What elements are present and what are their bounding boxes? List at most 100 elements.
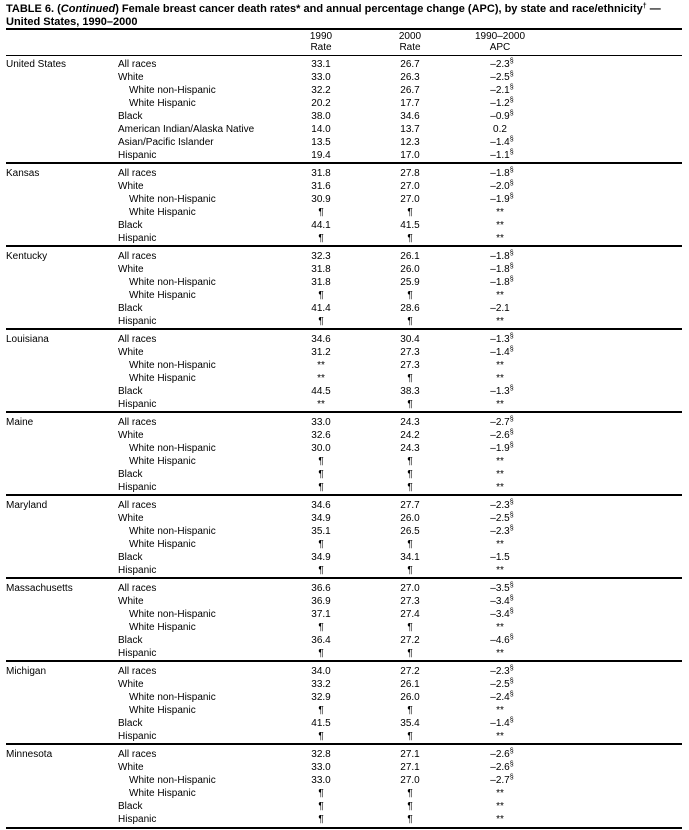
race-label: White Hispanic — [129, 456, 196, 467]
race-label: Hispanic — [118, 482, 157, 493]
apc-value: –2.6 § — [490, 429, 514, 441]
apc-value: –2.5 § — [490, 71, 514, 83]
apc-cell: –2.4 § — [458, 691, 542, 704]
rate-2000: ¶ — [407, 565, 413, 576]
rate-1990: 14.0 — [311, 124, 331, 135]
apc-footnote: § — [509, 717, 514, 724]
rate-1990: 36.9 — [311, 596, 331, 607]
apc-value: ** — [496, 731, 504, 742]
race-label: White non-Hispanic — [129, 360, 216, 371]
rate-1990: ¶ — [318, 565, 324, 576]
race-label: White — [118, 762, 144, 773]
rate-1990: 33.2 — [311, 679, 331, 690]
apc-cell: 0.2 — [458, 123, 542, 136]
rate-1990: 31.8 — [311, 168, 331, 179]
rate-2000: 24.2 — [400, 430, 420, 441]
apc-value: –2.3 § — [490, 665, 514, 677]
rate-1990: ¶ — [318, 788, 324, 799]
apc-footnote: § — [509, 193, 514, 200]
rate-2000: 17.0 — [400, 150, 420, 161]
race-label: White non-Hispanic — [129, 85, 216, 96]
race-label: Hispanic — [118, 399, 157, 410]
rate-1990: 34.6 — [311, 500, 331, 511]
rate-1990: 34.0 — [311, 666, 331, 677]
apc-value: ** — [496, 233, 504, 244]
rate-2000: ¶ — [407, 233, 413, 244]
apc-value: –1.1 § — [490, 149, 514, 161]
rate-2000: ¶ — [407, 456, 413, 467]
apc-value: –1.4 § — [490, 136, 514, 148]
rate-2000: ¶ — [407, 801, 413, 812]
apc-footnote: § — [509, 136, 514, 143]
apc-value: ** — [496, 456, 504, 467]
apc-footnote: § — [509, 678, 514, 685]
rate-1990: ¶ — [318, 233, 324, 244]
race-label: White non-Hispanic — [129, 609, 216, 620]
rate-2000: 12.3 — [400, 137, 420, 148]
rate-1990: ¶ — [318, 482, 324, 493]
apc-value: –1.9 § — [490, 193, 514, 205]
race-label: White Hispanic — [129, 539, 196, 550]
rate-2000: 26.1 — [400, 251, 420, 262]
rate-2000: 34.1 — [400, 552, 420, 563]
rate-2000: 30.4 — [400, 334, 420, 345]
rate-2000: 24.3 — [400, 443, 420, 454]
apc-footnote: § — [509, 416, 514, 423]
apc-cell: –2.3 § — [458, 58, 542, 71]
apc-cell: ** — [458, 372, 542, 385]
rate-1990: 19.4 — [311, 150, 331, 161]
apc-footnote: § — [509, 512, 514, 519]
apc-cell: –1.4 § — [458, 717, 542, 730]
rate-1990: 38.0 — [311, 111, 331, 122]
race-label: White — [118, 347, 144, 358]
rate-2000: 13.7 — [400, 124, 420, 135]
apc-value: ** — [496, 316, 504, 327]
race-label: All races — [118, 666, 157, 677]
apc-cell: ** — [458, 289, 542, 302]
apc-cell: ** — [458, 232, 542, 245]
apc-value: –2.0 § — [490, 180, 514, 192]
apc-cell: –2.6 § — [458, 761, 542, 774]
rate-2000: ¶ — [407, 731, 413, 742]
rate-2000: ¶ — [407, 399, 413, 410]
apc-cell: ** — [458, 206, 542, 219]
rate-1990: ¶ — [318, 456, 324, 467]
apc-value: –1.5 — [490, 552, 510, 563]
apc-cell: –2.5 § — [458, 512, 542, 525]
column-header: 1990 — [309, 31, 333, 42]
race-label: White Hispanic — [129, 788, 196, 799]
rate-1990: 32.2 — [311, 85, 331, 96]
race-label: White non-Hispanic — [129, 194, 216, 205]
rate-2000: ¶ — [407, 788, 413, 799]
apc-value: ** — [496, 207, 504, 218]
rate-2000: ¶ — [407, 207, 413, 218]
race-label: All races — [118, 59, 157, 70]
apc-cell: ** — [458, 219, 542, 232]
race-label: White — [118, 513, 144, 524]
race-label: White Hispanic — [129, 705, 196, 716]
apc-value: ** — [496, 360, 504, 371]
column-header: Rate — [310, 42, 332, 53]
rate-1990: ¶ — [318, 814, 324, 825]
race-label: White — [118, 72, 144, 83]
rate-1990: 31.6 — [311, 181, 331, 192]
race-label: Black — [118, 220, 143, 231]
apc-value: ** — [496, 648, 504, 659]
apc-cell: –1.2 § — [458, 97, 542, 110]
rate-1990: ¶ — [318, 648, 324, 659]
apc-value: –4.6 § — [490, 634, 514, 646]
rate-1990: ** — [317, 360, 325, 371]
rate-2000: 27.1 — [400, 762, 420, 773]
race-label: American Indian/Alaska Native — [118, 124, 255, 135]
apc-cell: –0.9 § — [458, 110, 542, 123]
race-label: White Hispanic — [129, 207, 196, 218]
rate-1990: ¶ — [318, 207, 324, 218]
apc-cell: –1.8 § — [458, 167, 542, 180]
race-label: Black — [118, 303, 143, 314]
rate-1990: 13.5 — [311, 137, 331, 148]
rate-2000: 27.2 — [400, 666, 420, 677]
apc-value: ** — [496, 565, 504, 576]
apc-cell: ** — [458, 647, 542, 660]
apc-cell: –1.8 § — [458, 263, 542, 276]
race-label: White — [118, 430, 144, 441]
